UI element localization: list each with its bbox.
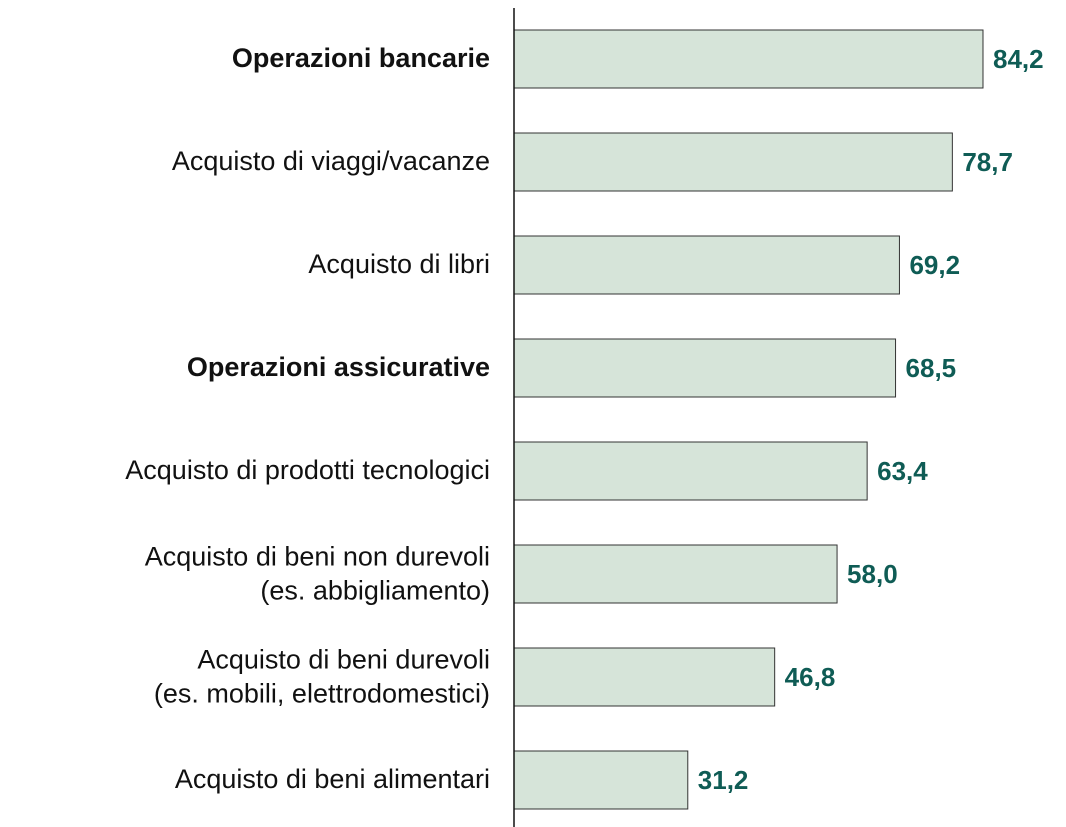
category-label: Operazioni bancarie: [231, 43, 490, 74]
bar: [513, 441, 868, 501]
category-label: Acquisto di beni non durevoli (es. abbig…: [144, 541, 490, 605]
bar: [513, 647, 776, 707]
value-label: 84,2: [993, 44, 1044, 74]
value-label: 69,2: [909, 250, 960, 280]
category-label: Acquisto di beni durevoli (es. mobili, e…: [153, 644, 490, 708]
value-label: 58,0: [847, 559, 898, 589]
value-label: 78,7: [962, 147, 1013, 177]
bar: [513, 544, 838, 604]
value-label: 63,4: [877, 456, 928, 486]
bar: [513, 132, 953, 192]
bar: [513, 750, 689, 810]
category-label: Acquisto di prodotti tecnologici: [125, 455, 490, 486]
value-label: 68,5: [906, 353, 957, 383]
category-label: Operazioni assicurative: [186, 352, 490, 383]
category-label: Acquisto di beni alimentari: [174, 764, 490, 795]
bar: [513, 338, 897, 398]
category-label: Acquisto di libri: [308, 249, 490, 280]
bar: [513, 235, 900, 295]
value-label: 31,2: [698, 765, 749, 795]
category-label: Acquisto di viaggi/vacanze: [171, 146, 490, 177]
value-label: 46,8: [785, 662, 836, 692]
bar: [513, 29, 984, 89]
